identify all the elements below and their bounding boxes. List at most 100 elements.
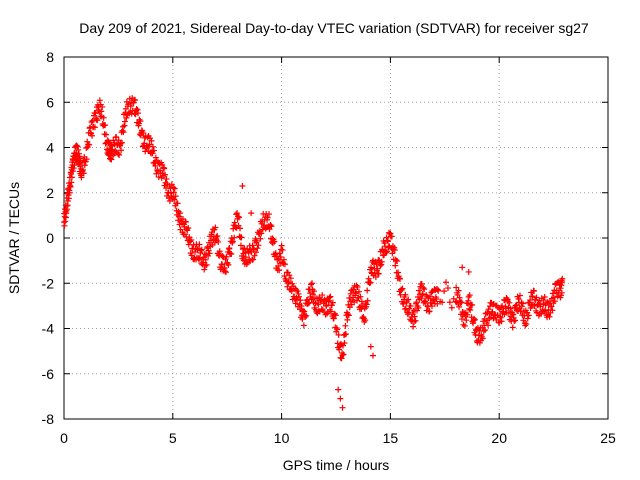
data-point: [271, 238, 278, 245]
data-point: [116, 151, 123, 158]
data-point: [460, 321, 467, 328]
data-point: [123, 114, 130, 121]
data-point: [249, 242, 256, 249]
data-point: [258, 230, 265, 237]
data-point: [489, 308, 496, 315]
data-point: [162, 171, 169, 178]
data-point: [354, 283, 361, 290]
data-point: [533, 309, 540, 316]
data-point: [407, 303, 414, 310]
data-point: [397, 275, 404, 282]
data-point: [276, 250, 283, 257]
data-point: [253, 237, 260, 244]
data-point: [334, 326, 341, 333]
data-point: [74, 143, 81, 150]
data-point: [108, 156, 115, 163]
data-point: [121, 118, 128, 125]
y-tick-label: 6: [46, 94, 54, 110]
data-point: [374, 265, 381, 272]
data-point: [459, 264, 466, 271]
data-point: [155, 174, 162, 181]
data-point: [559, 275, 566, 282]
y-tick-label: 2: [46, 185, 54, 201]
data-point: [558, 289, 565, 296]
data-point: [446, 299, 453, 306]
data-point: [119, 123, 126, 130]
data-point: [310, 291, 317, 298]
data-point: [237, 242, 244, 249]
data-point: [362, 317, 369, 324]
x-tick-label: 15: [383, 430, 399, 446]
data-point: [443, 279, 450, 286]
data-point: [277, 253, 284, 260]
data-point: [137, 118, 144, 125]
data-point: [66, 189, 73, 196]
data-point: [285, 279, 292, 286]
data-point: [188, 252, 195, 259]
data-point: [215, 238, 222, 245]
data-point: [551, 298, 558, 305]
data-point: [248, 210, 255, 217]
data-point: [216, 248, 223, 255]
data-point: [499, 303, 506, 310]
data-point: [305, 300, 312, 307]
data-point: [288, 288, 295, 295]
data-point: [533, 294, 540, 301]
data-point: [498, 318, 505, 325]
data-point: [415, 287, 422, 294]
data-point: [196, 241, 203, 248]
data-point: [205, 247, 212, 254]
data-point: [524, 315, 531, 322]
data-point: [78, 174, 85, 181]
data-point: [296, 293, 303, 300]
data-point: [375, 270, 382, 277]
data-point: [234, 210, 241, 217]
data-point: [83, 156, 90, 163]
data-point: [372, 274, 379, 281]
data-point: [229, 238, 236, 245]
data-point: [549, 290, 556, 297]
data-point: [89, 132, 96, 139]
data-point: [115, 137, 122, 144]
data-point: [309, 280, 316, 287]
data-point: [171, 196, 178, 203]
data-point: [433, 295, 440, 302]
data-point: [364, 297, 371, 304]
data-point: [497, 314, 504, 321]
data-point: [276, 267, 283, 274]
data-point: [410, 323, 417, 330]
data-point: [182, 219, 189, 226]
data-point: [303, 312, 310, 319]
data-point: [222, 269, 229, 276]
data-point: [471, 315, 478, 322]
data-point: [367, 343, 374, 350]
data-point: [339, 352, 346, 359]
data-point: [300, 322, 307, 329]
data-point: [383, 234, 390, 241]
data-point: [396, 275, 403, 282]
data-point: [79, 166, 86, 173]
data-point: [91, 124, 98, 131]
data-point: [319, 292, 326, 299]
data-point: [99, 103, 106, 110]
data-point: [485, 306, 492, 313]
data-point: [441, 288, 448, 295]
data-point: [466, 305, 473, 312]
data-point: [174, 200, 181, 207]
data-point: [152, 163, 159, 170]
data-point: [255, 242, 262, 249]
data-point: [458, 299, 465, 306]
data-point: [338, 355, 345, 362]
data-point: [239, 182, 246, 189]
data-point: [363, 301, 370, 308]
data-point: [61, 222, 68, 229]
data-point: [168, 181, 175, 188]
data-point: [507, 305, 514, 312]
data-point: [281, 261, 288, 268]
data-point: [86, 141, 93, 148]
data-point: [100, 114, 107, 121]
data-point: [357, 293, 364, 300]
data-point: [133, 105, 140, 112]
data-point: [485, 322, 492, 329]
